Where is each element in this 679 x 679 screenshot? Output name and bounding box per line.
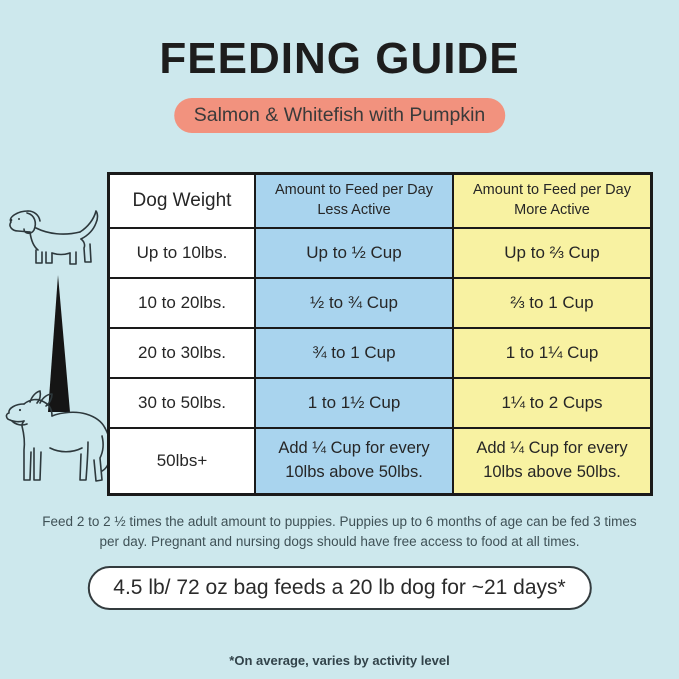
great-dane-icon <box>5 390 112 482</box>
weight-cell: 50lbs+ <box>110 429 254 493</box>
more-active-cell: 1 to 1¼ Cup <box>454 329 650 377</box>
col-header-dog-weight: Dog Weight <box>110 175 254 227</box>
page-title: FEEDING GUIDE <box>159 34 520 83</box>
weight-cell: 20 to 30lbs. <box>110 329 254 377</box>
less-active-cell: 1 to 1½ Cup <box>256 379 452 427</box>
col-header-less-active-line1: Amount to Feed per Day <box>275 182 433 199</box>
more-active-cell: ⅔ to 1 Cup <box>454 279 650 327</box>
activity-disclaimer: *On average, varies by activity level <box>229 653 450 668</box>
col-header-less-active-line2: Less Active <box>317 202 391 218</box>
weight-cell: 10 to 20lbs. <box>110 279 254 327</box>
flavor-badge: Salmon & Whitefish with Pumpkin <box>173 98 506 133</box>
more-active-cell: Add ¼ Cup for every 10lbs above 50lbs. <box>454 429 650 493</box>
less-active-cell: Up to ½ Cup <box>256 229 452 277</box>
puppy-feeding-note: Feed 2 to 2 ½ times the adult amount to … <box>42 514 637 550</box>
less-active-cell: ½ to ¾ Cup <box>256 279 452 327</box>
bag-yield-pill: 4.5 lb/ 72 oz bag feeds a 20 lb dog for … <box>87 566 592 610</box>
weight-cell: 30 to 50lbs. <box>110 379 254 427</box>
col-header-dog-weight-label: Dog Weight <box>132 190 232 212</box>
less-active-cell: ¾ to 1 Cup <box>256 329 452 377</box>
less-active-cell: Add ¼ Cup for every 10lbs above 50lbs. <box>256 429 452 493</box>
feeding-table: Dog Weight Amount to Feed per Day Less A… <box>107 172 653 496</box>
size-wedge-icon <box>48 275 70 412</box>
col-header-less-active: Amount to Feed per Day Less Active <box>256 175 452 227</box>
more-active-cell: Up to ⅔ Cup <box>454 229 650 277</box>
col-header-more-active: Amount to Feed per Day More Active <box>454 175 650 227</box>
more-active-cell: 1¼ to 2 Cups <box>454 379 650 427</box>
dachshund-icon <box>9 210 99 265</box>
weight-cell: Up to 10lbs. <box>110 229 254 277</box>
col-header-more-active-line2: More Active <box>514 202 590 218</box>
dog-size-scale <box>0 190 115 495</box>
col-header-more-active-line1: Amount to Feed per Day <box>473 182 631 199</box>
